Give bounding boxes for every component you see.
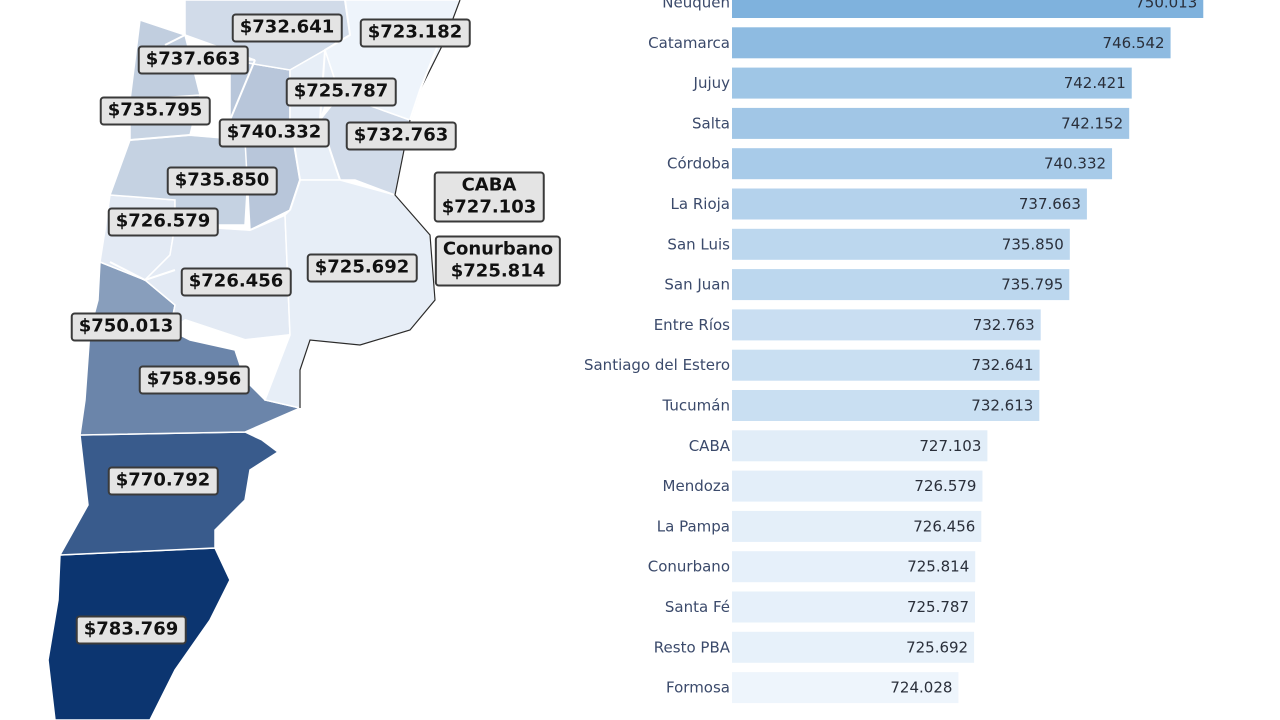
map-label-value: $737.663 <box>145 48 241 70</box>
map-label-san-juan: $735.795 <box>99 96 211 126</box>
bar-category-label: CABA <box>689 437 731 455</box>
bar-value-label: 742.152 <box>1061 114 1123 132</box>
bar-category-label: Tucumán <box>662 397 730 415</box>
map-label-la-pampa: $726.456 <box>180 267 292 297</box>
map-label-value: $726.456 <box>188 270 284 292</box>
bar-value-label: 746.542 <box>1103 34 1165 52</box>
map-label-value: $727.103 <box>441 196 537 218</box>
bar-category-label: Neuquén <box>662 0 730 12</box>
bar-san-luis <box>732 228 1070 260</box>
bar-value-label: 726.579 <box>914 477 976 495</box>
map-label-la-rioja: $737.663 <box>137 45 249 75</box>
map-label-san-luis: $735.850 <box>166 166 278 196</box>
bar-value-label: 727.103 <box>919 437 981 455</box>
bar-la-pampa <box>732 510 982 542</box>
bar-formosa <box>732 672 959 704</box>
bar-catamarca <box>732 27 1171 59</box>
bar-value-label: 725.814 <box>907 558 969 576</box>
bar-category-label: Formosa <box>666 679 730 697</box>
map-label-name: CABA <box>461 174 517 196</box>
bar-category-label: Entre Ríos <box>654 316 730 334</box>
map-label-value: $735.795 <box>107 99 203 121</box>
bar-caba <box>732 430 988 462</box>
map-label-value: $725.814 <box>450 260 546 282</box>
bar-santiago-del-estero <box>732 349 1040 381</box>
map-label-mendoza: $726.579 <box>107 207 219 237</box>
map-label-santiago-del-estero: $732.641 <box>231 13 343 43</box>
bar-category-label: Resto PBA <box>654 638 731 656</box>
map-label-resto-pba: $725.692 <box>306 253 418 283</box>
bar-category-label: Jujuy <box>693 74 731 92</box>
map-label-value: $758.956 <box>146 368 242 390</box>
bar-value-label: 724.028 <box>890 679 952 697</box>
bar-category-label: Santiago del Estero <box>584 356 730 374</box>
bar-value-label: 732.763 <box>973 316 1035 334</box>
map-label-value: $770.792 <box>115 469 211 491</box>
map-label-name: Conurbano <box>442 238 554 260</box>
bar-category-label: San Juan <box>664 276 730 294</box>
map-label-value: $735.850 <box>174 169 270 191</box>
argentina-choropleth-map <box>47 0 461 720</box>
bar-value-label: 737.663 <box>1019 195 1081 213</box>
bar-tucuman <box>732 390 1040 421</box>
map-label-entre-rios: $732.763 <box>345 121 457 151</box>
map-label-santa-fe: $725.787 <box>285 77 397 107</box>
map-label-chaco: $723.182 <box>359 18 471 48</box>
bar-conurbano <box>732 551 976 583</box>
bar-category-label: La Rioja <box>671 195 730 213</box>
bar-value-label: 725.692 <box>906 638 968 656</box>
bar-category-label: San Luis <box>667 235 730 253</box>
bar-value-label: 725.787 <box>907 598 969 616</box>
map-label-value: $725.692 <box>314 256 410 278</box>
map-label-santa-cruz: $783.769 <box>75 615 187 645</box>
bar-cordoba <box>732 148 1113 180</box>
bar-entre-rios <box>732 309 1041 341</box>
bar-value-label: 735.795 <box>1001 276 1063 294</box>
map-label-value: $723.182 <box>367 21 463 43</box>
bar-category-label: Córdoba <box>667 155 730 173</box>
bar-value-label: 726.456 <box>913 517 975 535</box>
bar-value-label: 750.013 <box>1135 0 1197 12</box>
map-label-cordoba: $740.332 <box>218 118 330 148</box>
map-label-value: $725.787 <box>293 80 389 102</box>
bar-value-label: 740.332 <box>1044 155 1106 173</box>
map-label-caba: CABA $727.103 <box>433 171 545 223</box>
bar-category-label: La Pampa <box>657 517 730 535</box>
map-label-value: $732.763 <box>353 124 449 146</box>
map-label-rio-negro: $758.956 <box>138 365 250 395</box>
map-label-value: $750.013 <box>78 315 174 337</box>
bar-salta <box>732 107 1130 139</box>
bar-value-label: 742.421 <box>1064 74 1126 92</box>
bar-la-rioja <box>732 188 1087 220</box>
bar-value-label: 732.613 <box>971 397 1033 415</box>
map-label-neuquen: $750.013 <box>70 312 182 342</box>
bar-san-juan <box>732 269 1070 301</box>
bar-category-label: Salta <box>692 114 730 132</box>
bar-mendoza <box>732 470 983 502</box>
bar-resto-pba <box>732 631 975 663</box>
bar-jujuy <box>732 67 1132 99</box>
map-label-value: $732.641 <box>239 16 335 38</box>
bar-category-label: Santa Fé <box>665 598 730 616</box>
map-label-conurbano: Conurbano $725.814 <box>434 235 562 287</box>
map-label-value: $726.579 <box>115 210 211 232</box>
bar-category-label: Conurbano <box>648 558 730 576</box>
map-label-value: $740.332 <box>226 121 322 143</box>
horizontal-bar-chart: Neuquén 750.013 Catamarca 746.542 Jujuy 742.4… <box>584 0 1204 704</box>
bar-value-label: 732.641 <box>972 356 1034 374</box>
bar-category-label: Catamarca <box>648 34 730 52</box>
map-label-chubut: $770.792 <box>107 466 219 496</box>
bar-santa-fe <box>732 591 975 623</box>
bar-neuquen <box>732 0 1204 18</box>
bar-value-label: 735.850 <box>1002 235 1064 253</box>
map-label-value: $783.769 <box>83 618 179 640</box>
bar-category-label: Mendoza <box>663 477 730 495</box>
